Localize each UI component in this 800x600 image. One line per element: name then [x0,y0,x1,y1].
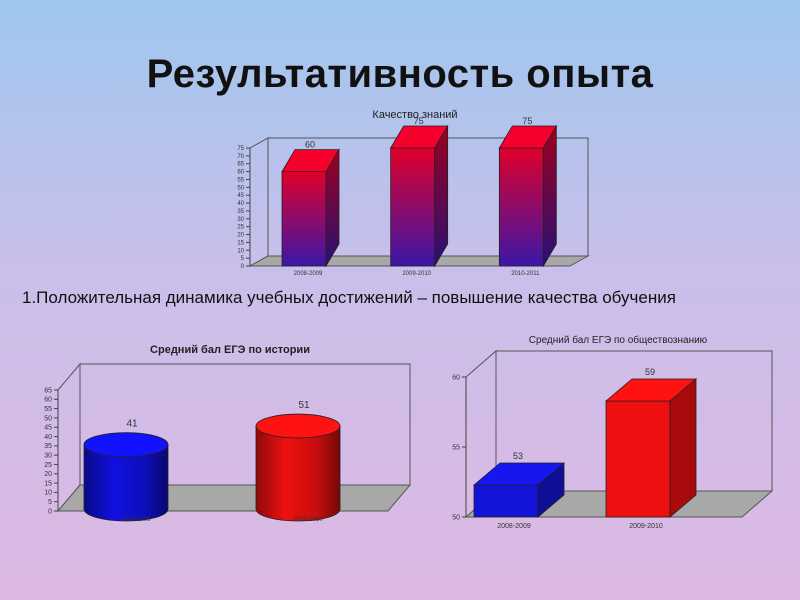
category-label: 2008-2009 [294,271,323,277]
y-tick-label: 5 [241,256,245,262]
side-wall [249,137,269,267]
category-label: 2009-2010 [402,271,431,277]
bar-front [498,147,544,267]
social-studies-exam-chart: 50 55 60 Средний бал ЕГЭ по обществознанию 5… [452,334,774,530]
y-tick-label: 60 [237,170,244,176]
data-label: 41 [126,419,138,430]
y-tick-label: 35 [44,443,52,450]
history-exam-chart: 0 5 10 15 20 25 30 35 40 45 50 55 60 65 Средний бал ЕГ… [44,344,412,523]
y-tick-label: 20 [44,471,52,478]
bar-side [669,378,697,518]
chart-title: Качество знаний [372,109,457,121]
y-tick-label: 25 [237,225,244,231]
bar-top [389,125,449,149]
bar-front [281,171,327,267]
data-label: 53 [513,451,523,461]
bar-top [604,378,698,402]
y-tick-label: 50 [237,185,244,191]
y-tick-label: 70 [237,154,244,160]
data-label: 75 [414,116,424,126]
category-label: 2008-2009 [497,523,531,530]
category-label: 2008-2009 [122,517,151,523]
bar-top [281,149,340,172]
bar-top [472,462,566,486]
y-tick-label: 75 [237,146,244,152]
data-label: 59 [645,367,655,377]
cylinder-top [255,413,341,439]
cylinder-top [83,432,169,458]
data-label: 75 [522,116,532,126]
slide-title: Результативность опыта [146,52,654,96]
y-tick-label: 40 [44,434,52,441]
y-tick-label: 15 [237,240,244,246]
cylinder-body [255,425,341,522]
y-tick-label: 50 [44,415,52,422]
y-tick-label: 60 [452,374,460,381]
y-tick-label: 0 [48,508,52,515]
y-tick-label: 60 [44,397,52,404]
chart-title: Средний бал ЕГЭ по истории [150,344,310,356]
chart-title: Средний бал ЕГЭ по обществознанию [529,334,708,346]
y-tick-label: 50 [452,514,460,521]
bar-front [473,484,539,518]
category-label: 2009-2010 [629,523,663,530]
slide-subtitle: 1.Положительная динамика учебных достиже… [22,288,676,307]
bar-front [390,147,436,267]
y-tick-label: 25 [44,462,52,469]
y-tick-label: 10 [237,248,244,254]
cylinder-body [83,444,169,522]
bar-side [434,124,449,268]
y-tick-label: 15 [44,480,52,487]
y-tick-label: 65 [237,162,244,168]
data-label: 60 [305,140,315,150]
y-tick-label: 45 [44,425,52,432]
category-label: 2010-2011 [511,271,540,277]
y-tick-label: 20 [237,233,244,239]
bar-side [542,124,557,268]
y-tick-label: 40 [237,201,244,207]
y-tick-label: 45 [237,193,244,199]
bar-front [605,400,671,518]
y-tick-label: 65 [44,387,52,394]
y-tick-label: 55 [44,406,52,413]
y-tick-label: 5 [48,499,52,506]
y-tick-label: 35 [237,209,244,215]
y-tick-label: 55 [452,444,460,451]
y-tick-label: 30 [237,217,244,223]
y-tick-label: 0 [241,264,245,270]
y-tick-label: 10 [44,490,52,497]
y-tick-label: 55 [237,177,244,183]
data-label: 51 [298,400,310,411]
y-tick-label: 30 [44,452,52,459]
bar-top [498,125,558,149]
category-label: 2009-2010 [294,517,323,523]
